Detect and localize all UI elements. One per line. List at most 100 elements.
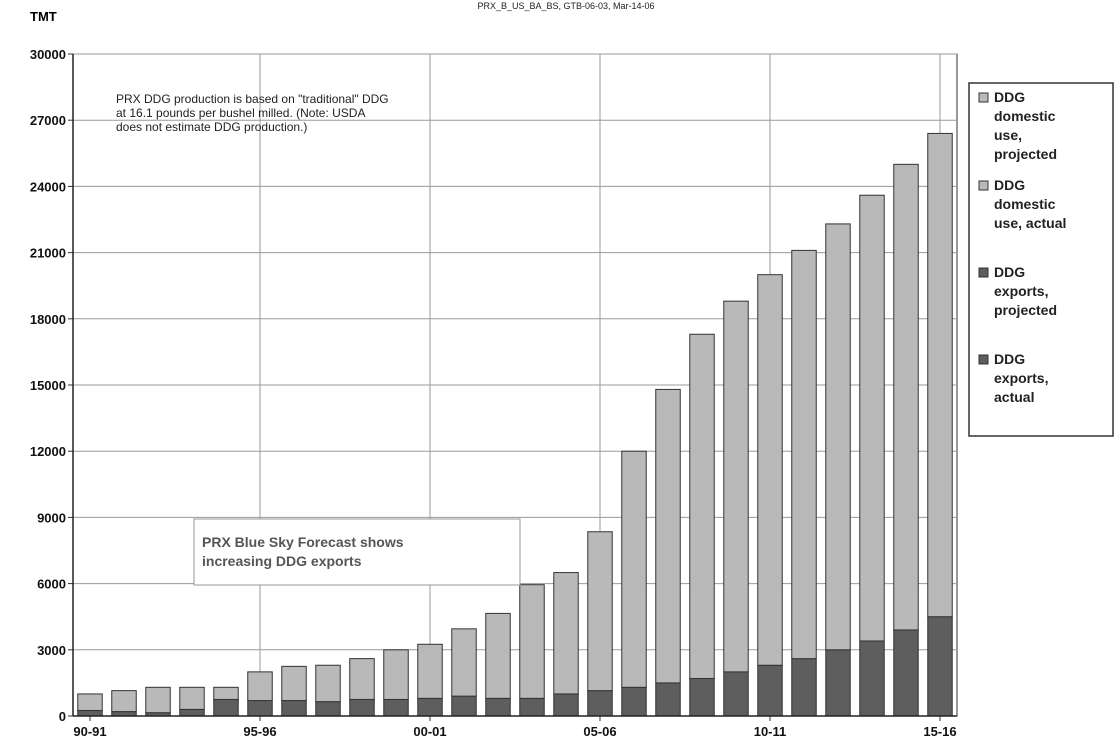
y-tick-label: 15000: [30, 378, 66, 393]
y-tick-label: 21000: [30, 246, 66, 261]
y-tick-label: 18000: [30, 312, 66, 327]
forecast-callout-box: [193, 518, 521, 586]
x-tick-label: 10-11: [754, 724, 787, 739]
bar-exports-97-98: [315, 701, 341, 717]
bar-domestic-10-11: [757, 274, 783, 666]
legend-label-exports-projected-3: projected: [994, 302, 1057, 318]
legend-label-domestic-projected-2: domestic: [994, 108, 1056, 124]
legend-label-exports-projected-2: exports,: [994, 283, 1048, 299]
bar-exports-99-00: [383, 698, 409, 717]
legend-item-domestic-actual: DDG domestic use, actual: [978, 177, 1066, 231]
bar-domestic-04-05: [553, 572, 579, 695]
legend-label-domestic-actual-3: use, actual: [994, 215, 1066, 231]
production-note-line-3: does not estimate DDG production.): [116, 120, 307, 134]
bar-exports-14-15: [893, 629, 919, 717]
legend-label-exports-actual-2: exports,: [994, 370, 1048, 386]
forecast-callout-line-1: PRX Blue Sky Forecast shows: [202, 534, 404, 550]
bar-domestic-02-03: [485, 612, 511, 699]
legend-label-exports-projected-1: DDG: [994, 264, 1025, 280]
bar-exports-05-06: [587, 690, 613, 717]
tick-labels: 0 3000 6000 9000 12000 15000 18000 21000 24000 27…: [30, 47, 957, 739]
bar-domestic-00-01: [417, 643, 443, 699]
bar-exports-04-05: [553, 693, 579, 717]
bar-domestic-09-10: [723, 300, 749, 673]
bar-domestic-98-99: [349, 658, 375, 700]
y-axis-unit-label: TMT: [30, 9, 57, 24]
y-tick-label: 24000: [30, 179, 66, 194]
bars: [77, 132, 953, 717]
production-note-line-2: at 16.1 pounds per bushel milled. (Note:…: [116, 106, 365, 120]
legend-label-domestic-projected-4: projected: [994, 146, 1057, 162]
legend-swatch-exports-projected: [978, 267, 989, 278]
source-tag: PRX_B_US_BA_BS, GTB-06-03, Mar-14-06: [477, 1, 654, 11]
legend: DDG domestic use, projected DDG domestic…: [968, 82, 1114, 437]
bar-exports-08-09: [689, 677, 715, 717]
bar-exports-13-14: [859, 640, 885, 717]
bar-domestic-08-09: [689, 333, 715, 679]
bar-domestic-93-94: [179, 686, 205, 710]
bar-exports-90-91: [77, 709, 103, 717]
bar-domestic-94-95: [213, 686, 239, 700]
bar-domestic-05-06: [587, 531, 613, 692]
bar-exports-15-16: [927, 616, 953, 717]
legend-swatch-domestic-projected: [978, 92, 989, 103]
forecast-callout: PRX Blue Sky Forecast shows increasing D…: [193, 518, 521, 586]
legend-label-exports-actual-1: DDG: [994, 351, 1025, 367]
bar-exports-98-99: [349, 698, 375, 717]
bar-exports-11-12: [791, 658, 817, 717]
y-tick-label: 6000: [37, 577, 66, 592]
forecast-callout-line-2: increasing DDG exports: [202, 553, 362, 569]
y-tick-label: 3000: [37, 643, 66, 658]
bar-domestic-03-04: [519, 584, 545, 699]
bar-exports-96-97: [281, 700, 307, 717]
bar-exports-00-01: [417, 697, 443, 717]
bar-exports-12-13: [825, 649, 851, 717]
y-tick-label: 9000: [37, 510, 66, 525]
y-tick-label: 0: [59, 709, 66, 724]
bar-domestic-96-97: [281, 665, 307, 702]
axes: [68, 53, 957, 721]
x-tick-label: 15-16: [923, 724, 956, 739]
legend-box: [968, 82, 1114, 437]
bar-exports-10-11: [757, 664, 783, 717]
bar-exports-95-96: [247, 700, 273, 717]
bar-exports-94-95: [213, 698, 239, 717]
bar-domestic-07-08: [655, 388, 681, 684]
legend-item-exports-projected: DDG exports, projected: [978, 264, 1057, 318]
legend-label-exports-actual-3: actual: [994, 389, 1034, 405]
production-note-line-1: PRX DDG production is based on "traditio…: [116, 92, 389, 106]
bar-domestic-97-98: [315, 664, 341, 703]
legend-swatch-exports-actual: [978, 354, 989, 365]
y-tick-label: 30000: [30, 47, 66, 62]
bar-exports-03-04: [519, 697, 545, 717]
production-note: PRX DDG production is based on "traditio…: [116, 92, 389, 134]
bar-domestic-12-13: [825, 223, 851, 651]
bar-exports-06-07: [621, 686, 647, 717]
legend-swatch-domestic-actual: [978, 180, 989, 191]
bar-exports-02-03: [485, 697, 511, 717]
x-tick-label: 00-01: [413, 724, 446, 739]
bar-domestic-13-14: [859, 194, 885, 642]
x-tick-label: 95-96: [243, 724, 276, 739]
bar-domestic-92-93: [145, 686, 171, 714]
bar-domestic-01-02: [451, 628, 477, 697]
bar-exports-09-10: [723, 671, 749, 717]
y-tick-label: 12000: [30, 444, 66, 459]
y-tick-label: 27000: [30, 113, 66, 128]
legend-label-domestic-actual-2: domestic: [994, 196, 1056, 212]
legend-item-domestic-projected: DDG domestic use, projected: [978, 89, 1057, 162]
bar-domestic-91-92: [111, 690, 137, 713]
bar-domestic-14-15: [893, 163, 919, 631]
grid-lines: [72, 53, 958, 717]
x-tick-label: 90-91: [73, 724, 106, 739]
bar-domestic-15-16: [927, 132, 953, 618]
legend-label-domestic-actual-1: DDG: [994, 177, 1025, 193]
bar-exports-01-02: [451, 695, 477, 717]
bar-domestic-99-00: [383, 649, 409, 700]
bar-domestic-90-91: [77, 693, 103, 711]
bar-exports-07-08: [655, 682, 681, 717]
bar-domestic-95-96: [247, 671, 273, 702]
legend-label-domestic-projected-3: use,: [994, 127, 1022, 143]
legend-item-exports-actual: DDG exports, actual: [978, 351, 1048, 405]
